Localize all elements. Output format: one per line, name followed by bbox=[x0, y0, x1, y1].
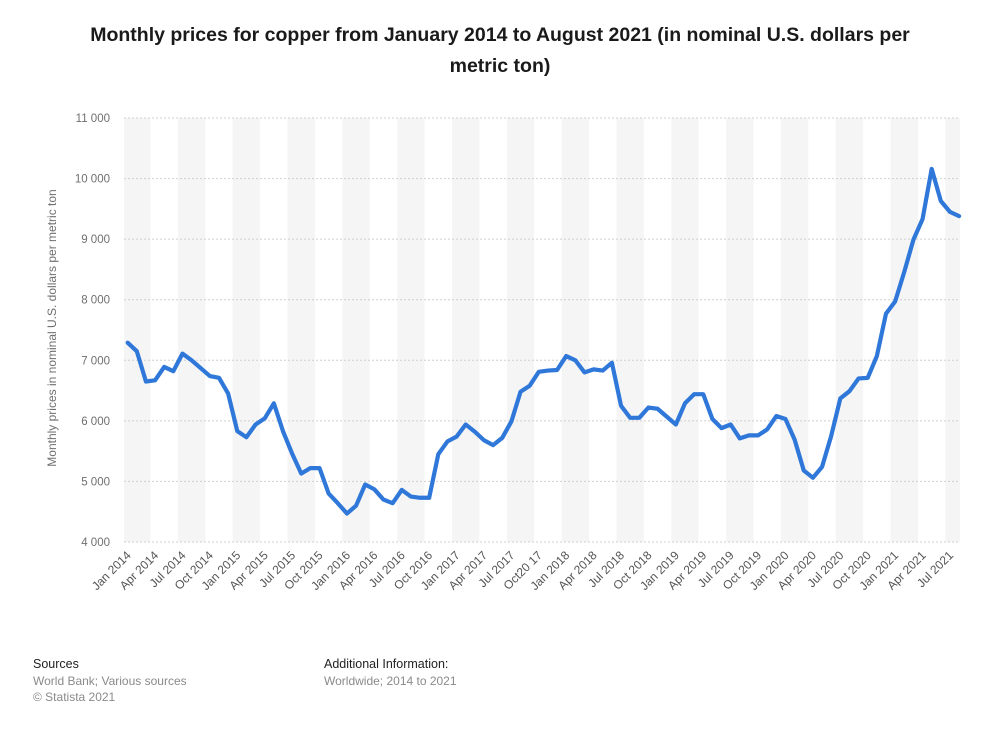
copper-price-line bbox=[125, 166, 962, 516]
sources-text: World Bank; Various sources bbox=[33, 674, 187, 688]
background-band bbox=[287, 118, 315, 542]
background-band bbox=[808, 118, 836, 542]
y-tick-label: 7 000 bbox=[81, 355, 110, 367]
additional-info-text: Worldwide; 2014 to 2021 bbox=[324, 674, 457, 688]
background-band bbox=[260, 118, 288, 542]
copyright-text: © Statista 2021 bbox=[33, 690, 116, 704]
background-band bbox=[124, 118, 151, 542]
additional-info-heading: Additional Information: bbox=[324, 657, 449, 671]
background-band bbox=[780, 118, 809, 542]
background-band bbox=[561, 118, 590, 542]
background-band bbox=[397, 118, 425, 542]
background-band bbox=[616, 118, 644, 542]
background-band bbox=[314, 118, 343, 542]
background-band bbox=[863, 118, 891, 542]
y-axis-label: Monthly prices in nominal U.S. dollars p… bbox=[45, 189, 59, 466]
background-band bbox=[643, 118, 672, 542]
chart-title: Monthly prices for copper from January 2… bbox=[90, 24, 910, 77]
background-band bbox=[917, 118, 946, 542]
background-band bbox=[698, 118, 727, 542]
y-tick-label: 4 000 bbox=[81, 537, 110, 549]
y-tick-label: 5 000 bbox=[81, 476, 110, 488]
background-band bbox=[424, 118, 453, 542]
background-band bbox=[726, 118, 754, 542]
background-band bbox=[534, 118, 562, 542]
background-band bbox=[177, 118, 206, 542]
background-band bbox=[452, 118, 480, 542]
sources-heading: Sources bbox=[33, 657, 79, 671]
background-band bbox=[945, 118, 960, 542]
background-band bbox=[671, 118, 699, 542]
background-band bbox=[835, 118, 864, 542]
background-band bbox=[506, 118, 535, 542]
additional-info-block: Additional Information: Worldwide; 2014 … bbox=[324, 657, 457, 689]
background-band bbox=[753, 118, 781, 542]
y-axis-ticks: 4 000 5 000 6 000 7 000 8 000 9 000 10 000 11 0… bbox=[75, 113, 110, 549]
background-band bbox=[150, 118, 178, 542]
background-band bbox=[369, 118, 398, 542]
y-tick-label: 6 000 bbox=[81, 416, 110, 428]
background-band bbox=[890, 118, 918, 542]
background-band bbox=[589, 118, 617, 542]
background-bands bbox=[124, 118, 960, 542]
background-band bbox=[342, 118, 370, 542]
y-tick-label: 11 000 bbox=[76, 113, 110, 125]
y-tick-label: 9 000 bbox=[81, 234, 110, 246]
background-band bbox=[232, 118, 261, 542]
series-lines bbox=[125, 166, 962, 516]
sources-block: Sources World Bank; Various sources © St… bbox=[33, 657, 187, 705]
gridlines bbox=[124, 117, 960, 543]
background-band bbox=[205, 118, 233, 542]
background-band bbox=[479, 118, 507, 542]
y-tick-label: 10 000 bbox=[75, 174, 110, 186]
y-tick-label: 8 000 bbox=[81, 295, 110, 307]
